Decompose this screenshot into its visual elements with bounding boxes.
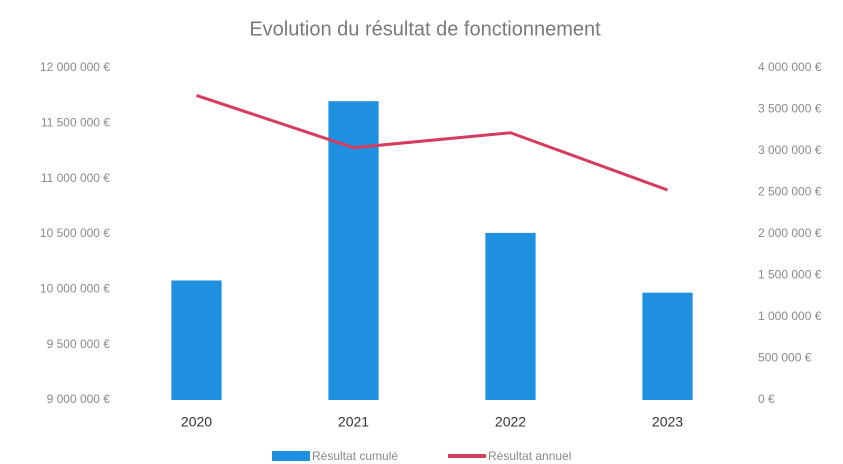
y-tick-label: 9 500 000 € bbox=[47, 337, 111, 351]
bar bbox=[485, 232, 536, 400]
legend-label: Résultat annuel bbox=[488, 449, 571, 463]
y2-tick-label: 4 000 000 € bbox=[758, 60, 822, 74]
y-tick-label: 10 500 000 € bbox=[40, 226, 110, 240]
y-tick-label: 9 000 000 € bbox=[47, 392, 111, 406]
bar bbox=[171, 280, 222, 400]
y2-tick-label: 2 500 000 € bbox=[758, 185, 822, 199]
x-tick-label: 2021 bbox=[338, 414, 369, 430]
y-tick-label: 11 500 000 € bbox=[41, 116, 111, 130]
line bbox=[196, 93, 669, 192]
y2-tick-label: 0 € bbox=[758, 392, 775, 406]
y2-tick-label: 1 500 000 € bbox=[758, 268, 822, 282]
y2-tick-label: 1 000 000 € bbox=[758, 309, 822, 323]
chart-title: Evolution du résultat de fonctionnement bbox=[249, 18, 601, 40]
legend-label: Résultat cumulé bbox=[312, 449, 398, 463]
y2-tick-label: 500 000 € bbox=[758, 351, 812, 365]
y-tick-label: 11 000 000 € bbox=[41, 171, 111, 185]
y-tick-label: 12 000 000 € bbox=[40, 60, 110, 74]
y2-tick-label: 3 000 000 € bbox=[758, 143, 822, 157]
legend-swatch bbox=[272, 451, 310, 461]
x-tick-label: 2022 bbox=[495, 414, 526, 430]
y2-tick-label: 2 000 000 € bbox=[758, 226, 822, 240]
x-tick-label: 2020 bbox=[181, 414, 212, 430]
bar bbox=[328, 101, 379, 400]
x-tick-label: 2023 bbox=[652, 414, 683, 430]
y2-tick-label: 3 500 000 € bbox=[758, 102, 822, 116]
bar bbox=[642, 292, 693, 400]
y-tick-label: 10 000 000 € bbox=[40, 282, 110, 296]
